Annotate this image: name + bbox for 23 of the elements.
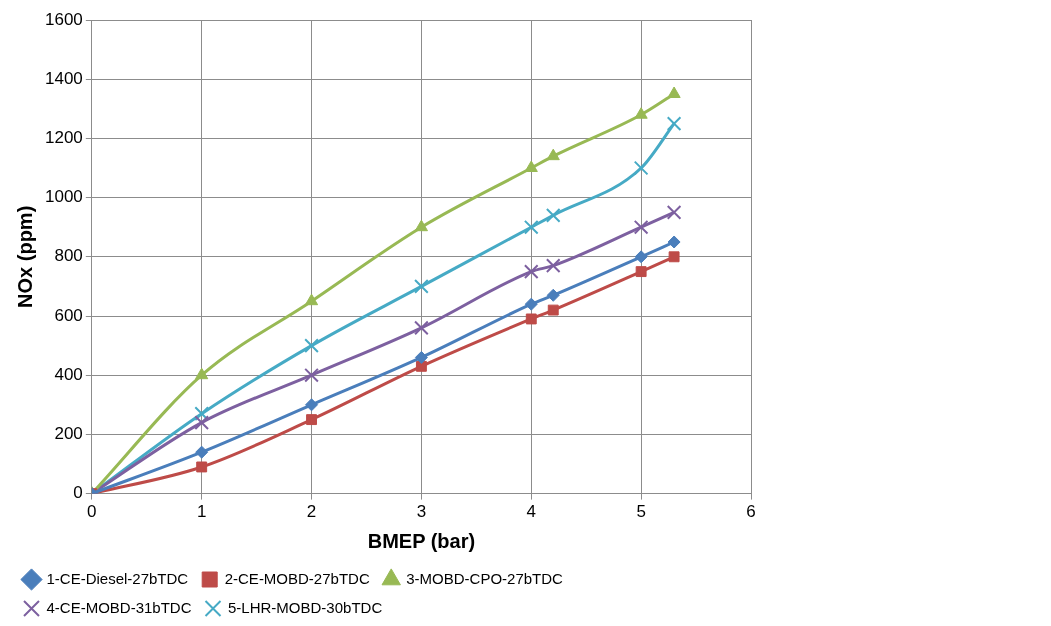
y-tick-label: 200 [54,424,83,444]
y-tick-label: 1000 [44,187,83,207]
y-tick-label: 1600 [44,9,83,29]
x-tick-label: 1 [196,502,207,522]
legend-label: 2-CE-MOBD-27bTDC [224,569,370,587]
legend-label: 4-CE-MOBD-31bTDC [46,598,192,616]
y-tick-label: 0 [73,483,83,503]
y-tick-label: 1400 [44,68,83,88]
y-tick-label: 1200 [44,128,83,148]
x-axis-title: BMEP (bar) [367,529,476,552]
legend-label: 1-CE-Diesel-27bTDC [46,569,189,587]
legend-label: 5-LHR-MOBD-30bTDC [228,598,383,616]
x-tick-label: 0 [87,502,97,522]
y-tick-label: 400 [54,364,83,384]
x-tick-label: 2 [306,502,317,522]
y-tick-label: 600 [54,305,83,325]
y-tick-label: 800 [54,246,83,266]
y-axis-title: NOx (ppm) [13,205,36,308]
x-tick-label: 4 [526,502,537,522]
x-tick-label: 3 [416,502,427,522]
legend-label: 3-MOBD-CPO-27bTDC [406,569,564,587]
x-tick-label: 5 [636,502,646,522]
x-tick-label: 6 [746,502,756,522]
